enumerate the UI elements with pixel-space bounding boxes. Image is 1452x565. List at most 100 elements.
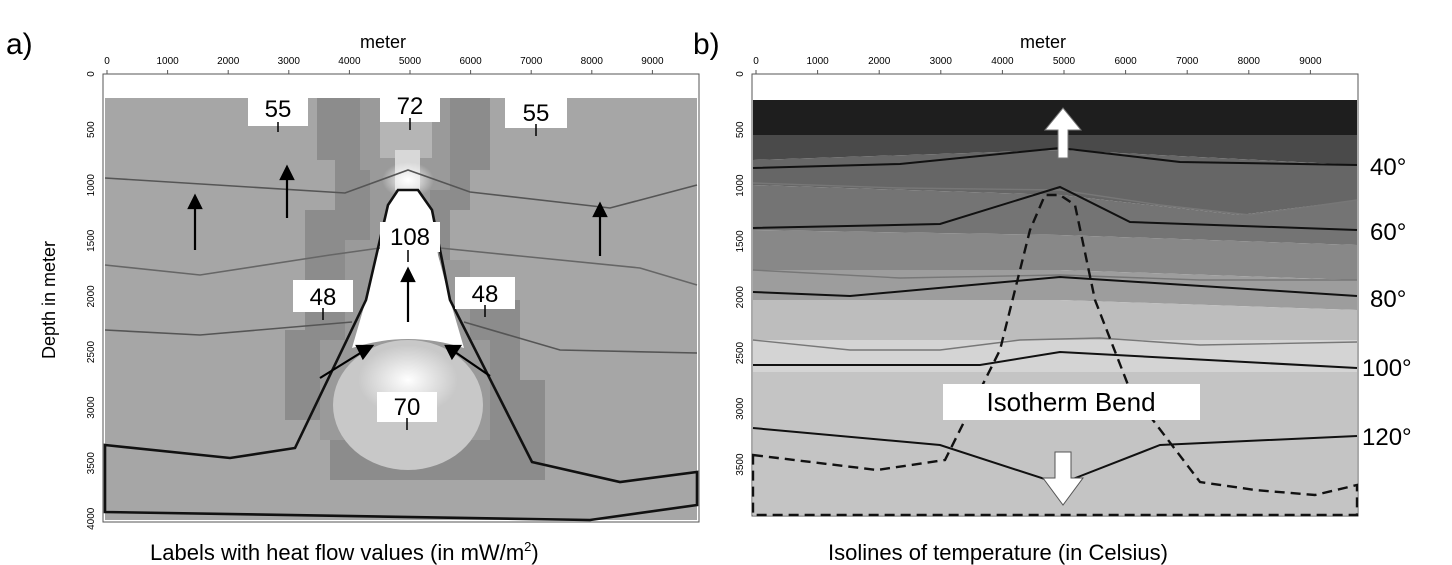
thin-isoline xyxy=(752,337,1358,351)
panel-b-temperature-bands xyxy=(753,100,1357,515)
isotherm-bend-box xyxy=(943,384,1200,420)
panel-a-dome-glow xyxy=(382,162,434,198)
arrow-diag-right xyxy=(454,351,491,377)
y-tick-label: 1500 xyxy=(735,230,746,253)
panel-a-ylabel: Depth in meter xyxy=(39,241,59,359)
panel-b-isotherm-labels: 40° 60° 80° 100° 120° xyxy=(1362,154,1412,451)
isotherm-80 xyxy=(752,275,1358,298)
heat-flow-label: 48 xyxy=(455,277,515,317)
x-tick-label: 2000 xyxy=(217,56,240,67)
y-tick-label: 4000 xyxy=(86,507,97,530)
panel-b-letter: b) xyxy=(693,28,720,61)
panel-a-isoline-2b xyxy=(439,247,698,286)
panel-a: a) meter Depth in meter xyxy=(6,28,700,565)
y-tick-label: 500 xyxy=(86,121,97,138)
band xyxy=(753,300,1357,340)
x-tick-label: 7000 xyxy=(1176,56,1199,67)
isotherm-label: 80° xyxy=(1370,286,1406,313)
heat-flow-label: 55 xyxy=(505,98,567,136)
x-tick-label: 2000 xyxy=(868,56,891,67)
arrow-up-3-head xyxy=(592,201,608,218)
arrow-up-2-head xyxy=(279,164,295,181)
svg-text:55: 55 xyxy=(265,96,292,123)
x-tick-label: 8000 xyxy=(1238,56,1261,67)
x-tick-label: 5000 xyxy=(399,56,422,67)
x-tick-label: 3000 xyxy=(930,56,953,67)
arrow-up-1-head xyxy=(187,193,203,210)
band xyxy=(753,230,1357,280)
isotherm-60 xyxy=(752,185,1358,231)
heat-flow-label: 48 xyxy=(293,280,353,320)
y-tick-label: 0 xyxy=(735,71,746,77)
band xyxy=(753,135,1357,165)
panel-b-x-ticks: 0 1000 2000 3000 4000 5000 6000 7000 8000 9000 xyxy=(753,56,1322,74)
isotherm-100 xyxy=(753,350,1358,369)
panel-b-thin-isolines xyxy=(752,182,1358,351)
panel-a-arrows xyxy=(187,164,608,379)
y-tick-label: 500 xyxy=(735,121,746,138)
panel-a-y-ticks: 0 500 1000 1500 2000 2500 3000 3500 4000 xyxy=(86,71,97,530)
panel-b-xlabel: meter xyxy=(1020,32,1066,52)
x-tick-label: 4000 xyxy=(338,56,361,67)
x-tick-label: 0 xyxy=(104,56,110,67)
isotherm-label: 60° xyxy=(1370,219,1406,246)
y-tick-label: 0 xyxy=(86,71,97,77)
isotherm-bend-label: Isotherm Bend xyxy=(986,387,1155,417)
y-tick-label: 3000 xyxy=(735,397,746,420)
panel-a-anomaly-outline xyxy=(103,188,699,522)
svg-text:108: 108 xyxy=(390,224,430,251)
svg-text:55: 55 xyxy=(523,100,550,127)
y-tick-label: 2000 xyxy=(735,286,746,309)
panel-a-isoline-2a xyxy=(104,247,381,276)
x-tick-label: 9000 xyxy=(1299,56,1322,67)
panel-b: b) meter xyxy=(693,28,1412,565)
panel-a-isoline-3a xyxy=(104,321,353,336)
panel-b-y-ticks: 0 500 1000 1500 2000 2500 3000 3500 xyxy=(735,71,746,476)
y-tick-label: 2500 xyxy=(735,341,746,364)
band xyxy=(753,185,1357,245)
panel-a-xlabel: meter xyxy=(360,32,406,52)
panel-a-x-ticks: 0 1000 2000 3000 4000 5000 6000 7000 8000 9000 xyxy=(104,56,664,74)
up-arrow-icon xyxy=(1043,107,1083,159)
heat-flow-label: 70 xyxy=(377,392,437,430)
x-tick-label: 4000 xyxy=(991,56,1014,67)
panel-a-heat-flow-labels: 55 72 55 108 48 xyxy=(248,90,567,430)
band xyxy=(753,150,1357,215)
svg-text:70: 70 xyxy=(394,394,421,421)
isotherm-label: 100° xyxy=(1362,355,1412,382)
x-tick-label: 1000 xyxy=(156,56,179,67)
thin-isoline xyxy=(752,269,1357,281)
svg-text:72: 72 xyxy=(397,93,424,120)
heat-flow-label: 55 xyxy=(248,92,308,132)
panel-a-isoline-1 xyxy=(104,169,698,209)
down-arrow-icon xyxy=(1042,451,1084,506)
panel-a-letter: a) xyxy=(6,28,33,61)
x-tick-label: 0 xyxy=(753,56,759,67)
panel-b-caption: Isolines of temperature (in Celsius) xyxy=(828,540,1168,565)
x-tick-label: 6000 xyxy=(1114,56,1137,67)
svg-text:48: 48 xyxy=(310,284,337,311)
isotherm-label: 120° xyxy=(1362,424,1412,451)
x-tick-label: 9000 xyxy=(641,56,664,67)
y-tick-label: 3000 xyxy=(86,396,97,419)
x-tick-label: 5000 xyxy=(1053,56,1076,67)
y-tick-label: 2000 xyxy=(86,285,97,308)
heat-flow-label: 72 xyxy=(380,90,440,130)
x-tick-label: 1000 xyxy=(806,56,829,67)
y-tick-label: 1000 xyxy=(735,174,746,197)
arrow-diag-right-head xyxy=(444,344,463,361)
x-tick-label: 6000 xyxy=(459,56,482,67)
isotherm-label: 40° xyxy=(1370,154,1406,181)
arrow-diag-left-head xyxy=(355,344,375,361)
x-tick-label: 7000 xyxy=(520,56,543,67)
y-tick-label: 1000 xyxy=(86,174,97,197)
y-tick-label: 3500 xyxy=(735,453,746,476)
svg-text:48: 48 xyxy=(472,281,499,308)
band xyxy=(753,340,1357,372)
y-tick-label: 3500 xyxy=(86,452,97,475)
arrow-up-4-head xyxy=(400,266,416,283)
thin-isoline xyxy=(752,182,1358,216)
y-tick-label: 2500 xyxy=(86,340,97,363)
panel-a-isoline-3b xyxy=(463,321,698,354)
